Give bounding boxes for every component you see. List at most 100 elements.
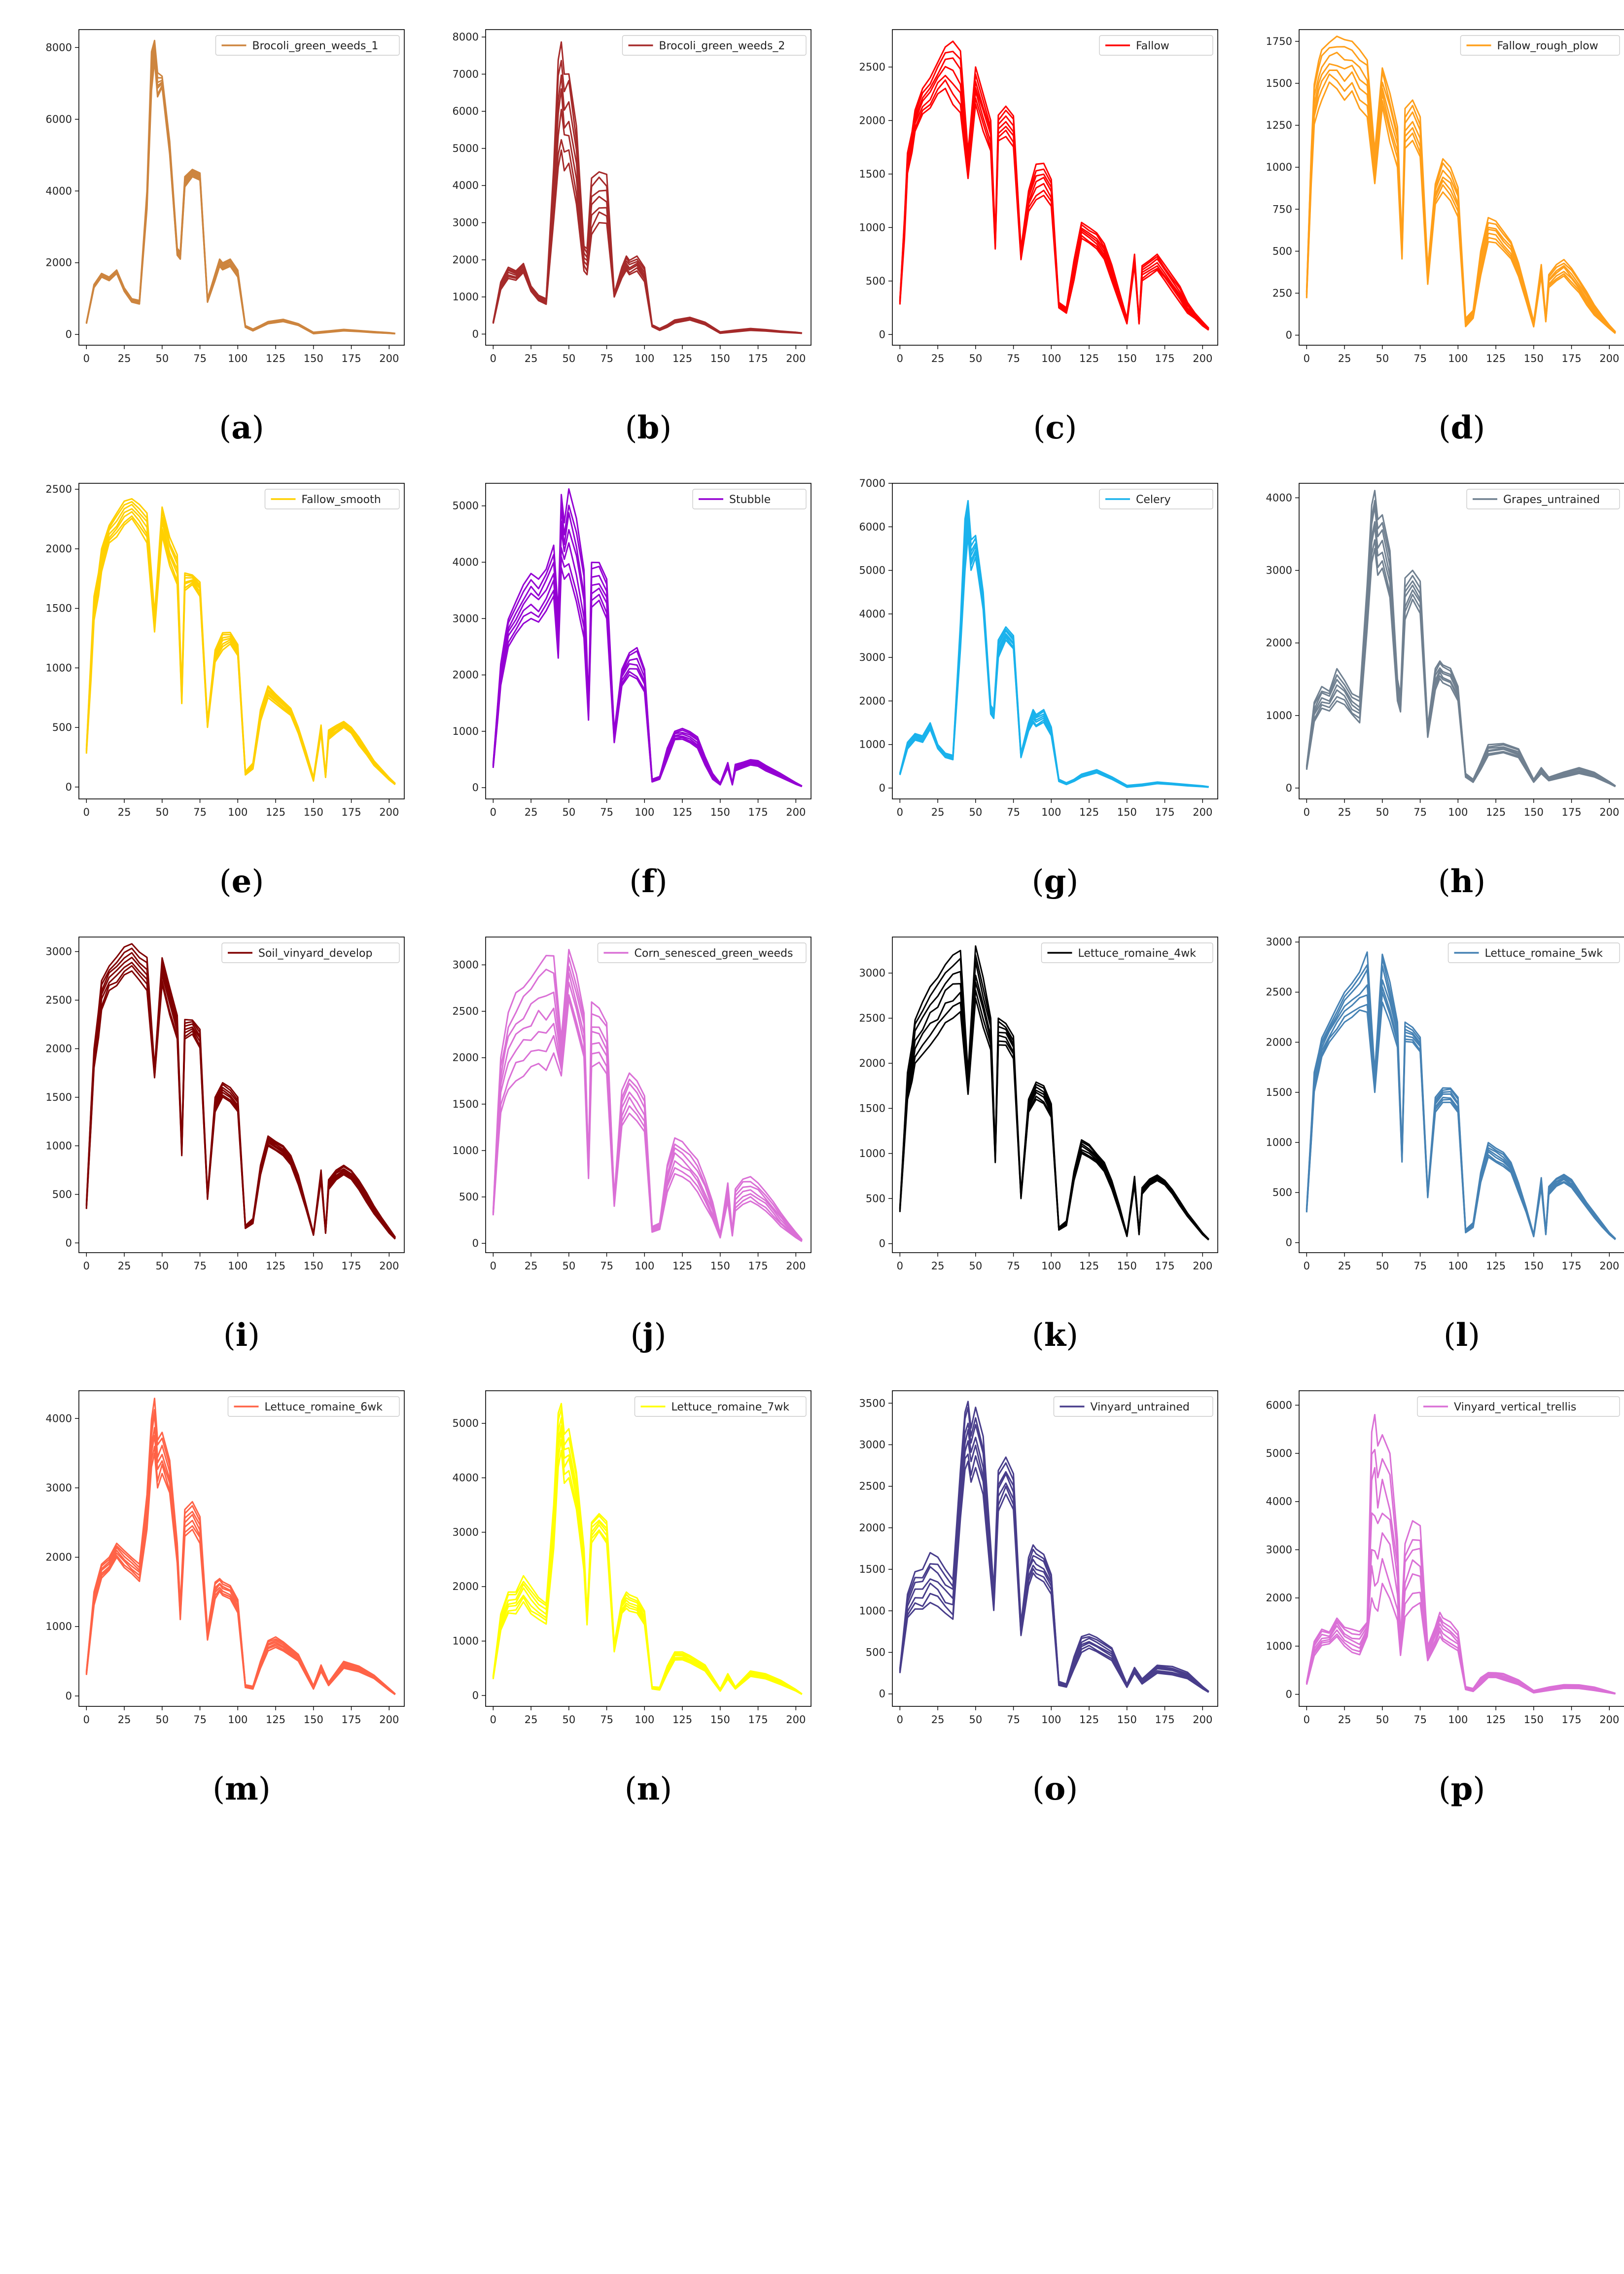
panel-caption-n: (n) bbox=[624, 1770, 672, 1807]
panel-caption-letter: k bbox=[1044, 1317, 1066, 1354]
panel-caption-letter: c bbox=[1045, 409, 1065, 446]
y-tick-label: 0 bbox=[879, 1238, 885, 1250]
legend-box bbox=[622, 35, 807, 56]
y-tick-label: 1500 bbox=[859, 1563, 885, 1575]
x-tick-label: 50 bbox=[155, 1714, 169, 1726]
legend-label: Soil_vinyard_develop bbox=[258, 947, 372, 960]
x-tick-label: 175 bbox=[748, 353, 768, 364]
y-tick-label: 7000 bbox=[859, 477, 885, 489]
series-group bbox=[85, 943, 396, 1240]
x-tick-label: 50 bbox=[562, 1260, 575, 1272]
y-tick-label: 1000 bbox=[859, 739, 885, 751]
series-line-5 bbox=[899, 961, 1209, 1240]
x-tick-label: 100 bbox=[1448, 1714, 1468, 1726]
series-line-4 bbox=[1306, 521, 1616, 787]
y-tick-label: 1000 bbox=[859, 1605, 885, 1617]
axes-frame bbox=[485, 483, 812, 799]
x-tick-label: 150 bbox=[1524, 806, 1544, 818]
series-group bbox=[899, 1401, 1209, 1693]
legend: Vinyard_untrained bbox=[1053, 1396, 1213, 1417]
series-line-6 bbox=[85, 947, 396, 1238]
panel-caption-h: (h) bbox=[1438, 863, 1486, 900]
y-tick-label: 6000 bbox=[46, 113, 72, 125]
x-tick-label: 25 bbox=[1338, 806, 1351, 818]
panel-caption-m: (m) bbox=[212, 1770, 271, 1807]
y-tick-label: 0 bbox=[472, 782, 479, 794]
x-tick-label: 50 bbox=[155, 353, 169, 364]
y-tick-label: 2500 bbox=[46, 483, 72, 495]
legend-label: Stubble bbox=[729, 494, 771, 506]
x-tick-label: 75 bbox=[1007, 353, 1020, 364]
series-line-7 bbox=[492, 488, 803, 787]
series-group bbox=[492, 1403, 803, 1696]
axes-frame bbox=[78, 1390, 405, 1707]
legend: Soil_vinyard_develop bbox=[221, 942, 400, 963]
chart-panel-m: 0 1000 2000 3000 4000 0 25 50 75 100 125 150 175 200 L… bbox=[46, 1390, 405, 1726]
series-line-5 bbox=[492, 512, 803, 787]
legend-box bbox=[1466, 489, 1620, 509]
x-tick-label: 75 bbox=[600, 1260, 613, 1272]
y-tick-label: 2000 bbox=[46, 257, 72, 269]
y-tick-label: 2000 bbox=[859, 114, 885, 126]
y-tick-label: 500 bbox=[459, 1191, 479, 1203]
chart-panel-n: 0 1000 2000 3000 4000 5000 0 25 50 75 100 125 150 175… bbox=[453, 1390, 812, 1726]
legend-label: Vinyard_vertical_trellis bbox=[1454, 1401, 1576, 1413]
x-tick-label: 25 bbox=[931, 353, 945, 364]
x-tick-label: 100 bbox=[635, 806, 654, 818]
x-tick-label: 150 bbox=[1117, 1260, 1137, 1272]
y-tick-label: 2500 bbox=[46, 994, 72, 1006]
chart-panel-a: 0 2000 4000 6000 8000 0 25 50 75 100 125 150 175 200 B… bbox=[46, 29, 405, 364]
series-line-7 bbox=[85, 39, 395, 334]
series-group bbox=[85, 39, 395, 335]
x-tick-label: 75 bbox=[600, 1714, 613, 1726]
y-tick-label: 7000 bbox=[453, 68, 479, 80]
x-tick-label: 50 bbox=[562, 353, 575, 364]
x-tick-label: 100 bbox=[228, 353, 247, 364]
series-line-7 bbox=[1306, 490, 1616, 787]
y-tick-label: 2500 bbox=[859, 1012, 885, 1024]
y-tick-label: 4000 bbox=[1266, 492, 1292, 504]
x-tick-label: 150 bbox=[304, 1260, 323, 1272]
x-tick-label: 150 bbox=[1117, 353, 1137, 364]
series-line-1 bbox=[85, 970, 396, 1240]
panel-caption-letter: o bbox=[1044, 1770, 1066, 1807]
y-tick-label: 1500 bbox=[859, 168, 885, 180]
series-line-4 bbox=[1306, 63, 1616, 333]
series-line-1 bbox=[85, 1452, 396, 1696]
series-line-1 bbox=[492, 567, 803, 788]
axes-frame bbox=[1299, 1390, 1624, 1707]
x-tick-label: 200 bbox=[379, 1714, 399, 1726]
legend: Fallow_smooth bbox=[264, 489, 400, 509]
series-line-6 bbox=[1306, 957, 1616, 1239]
series-line-3 bbox=[899, 981, 1209, 1240]
x-tick-label: 125 bbox=[1486, 1714, 1506, 1726]
y-tick-label: 2000 bbox=[453, 669, 479, 681]
panel-caption-j: (j) bbox=[630, 1317, 667, 1354]
x-tick-label: 25 bbox=[118, 1714, 131, 1726]
chart-panel-i: 0 500 1000 1500 2000 2500 3000 0 25 50 75 100 125 150… bbox=[46, 937, 405, 1272]
x-tick-label: 200 bbox=[379, 353, 399, 364]
series-group bbox=[85, 1398, 396, 1696]
x-tick-label: 100 bbox=[635, 1260, 654, 1272]
series-line-7 bbox=[492, 949, 803, 1240]
legend: Brocoli_green_weeds_2 bbox=[622, 35, 807, 56]
y-tick-label: 1000 bbox=[46, 662, 72, 674]
x-tick-label: 75 bbox=[600, 806, 613, 818]
x-tick-label: 25 bbox=[525, 1714, 538, 1726]
panel-caption-letter: b bbox=[637, 409, 660, 446]
series-line-3 bbox=[85, 1435, 396, 1695]
y-tick-label: 1500 bbox=[859, 1102, 885, 1114]
x-tick-label: 175 bbox=[342, 806, 361, 818]
legend-box bbox=[692, 489, 807, 509]
y-tick-label: 8000 bbox=[46, 41, 72, 53]
x-tick-label: 125 bbox=[672, 1260, 692, 1272]
y-tick-label: 1000 bbox=[859, 1148, 885, 1159]
chart-panel-g: 0 1000 2000 3000 4000 5000 6000 7000 0 25 50 75 100 1… bbox=[859, 477, 1218, 818]
x-tick-label: 100 bbox=[1448, 353, 1468, 364]
x-tick-label: 150 bbox=[1524, 1260, 1544, 1272]
x-tick-label: 200 bbox=[379, 1260, 399, 1272]
legend-label: Fallow bbox=[1136, 40, 1169, 52]
legend-label: Fallow_smooth bbox=[302, 494, 381, 506]
y-tick-label: 5000 bbox=[1266, 1447, 1292, 1459]
y-tick-label: 3500 bbox=[859, 1397, 885, 1409]
